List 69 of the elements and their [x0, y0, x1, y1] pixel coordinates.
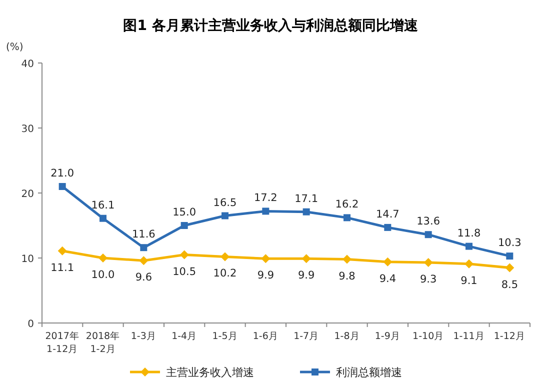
point	[342, 254, 352, 264]
point	[506, 252, 514, 260]
x-tick-label: 1-11月	[453, 331, 485, 342]
data-label: 10.2	[213, 268, 237, 280]
point	[222, 212, 228, 220]
data-label: 9.1	[460, 274, 478, 287]
data-label: 9.8	[338, 270, 356, 282]
point	[302, 254, 311, 264]
y-tick-label: 20	[21, 189, 34, 200]
data-label: 10.3	[498, 237, 522, 250]
data-label: 11.8	[457, 227, 481, 240]
data-label: 16.1	[91, 199, 115, 212]
x-tick-label: 1-6月	[252, 331, 278, 342]
point	[344, 214, 350, 222]
point	[262, 208, 270, 215]
point	[139, 256, 148, 266]
data-label: 9.9	[298, 270, 315, 282]
point	[58, 183, 66, 190]
point	[384, 224, 392, 231]
y-tick-label: 10	[21, 254, 34, 265]
x-tick-label: 1-3月	[130, 331, 156, 342]
point	[383, 257, 392, 266]
x-tick-label: 1-7月	[294, 331, 320, 342]
legend-label: 利润总额增速	[336, 366, 402, 379]
data-label: 13.6	[416, 216, 440, 228]
data-label: 16.2	[335, 198, 359, 211]
data-label: 17.1	[294, 192, 318, 205]
data-label: 15.0	[172, 206, 196, 218]
x-tick-label: 1-12月	[494, 331, 526, 342]
data-label: 11.1	[50, 262, 74, 274]
point	[58, 246, 67, 256]
y-tick-label: 0	[28, 319, 34, 330]
data-label: 16.5	[213, 196, 237, 209]
data-label: 11.6	[132, 228, 156, 241]
data-label: 14.7	[376, 208, 400, 220]
point	[466, 242, 472, 250]
y-tick-label: 30	[21, 124, 34, 135]
data-label: 17.2	[254, 192, 278, 204]
x-tick-label: 1-4月	[172, 331, 198, 342]
point	[220, 252, 230, 262]
chart-title: 图1 各月累计主营业务收入与利润总额同比增速	[123, 17, 419, 34]
data-label: 9.9	[257, 270, 274, 282]
x-tick-label: 2018年 1-2月	[86, 330, 120, 355]
y-axis-title: (%)	[6, 42, 24, 53]
x-tick-label: 1-9月	[374, 331, 400, 342]
point	[505, 263, 514, 272]
legend-label: 主营业务收入增速	[166, 366, 254, 379]
y-tick-label: 40	[21, 59, 34, 70]
point	[261, 254, 270, 264]
point	[424, 258, 433, 268]
point	[180, 222, 188, 229]
data-label: 8.5	[501, 278, 518, 291]
data-label: 9.6	[135, 272, 152, 284]
x-tick-label: 2017年 1-12月	[45, 330, 80, 355]
data-label: 21.0	[50, 168, 74, 180]
x-tick-label: 1-5月	[212, 331, 238, 342]
point	[424, 231, 432, 238]
x-tick-label: 1-10月	[412, 331, 444, 342]
point	[302, 208, 310, 216]
data-label: 10.5	[172, 266, 196, 278]
point	[464, 259, 474, 268]
data-label: 9.4	[379, 272, 396, 285]
data-label: 10.0	[91, 269, 115, 281]
point	[100, 214, 106, 222]
point	[140, 244, 148, 252]
data-label: 9.3	[420, 274, 437, 286]
point	[98, 254, 108, 262]
x-tick-label: 1-8月	[334, 331, 360, 342]
point	[180, 250, 189, 260]
